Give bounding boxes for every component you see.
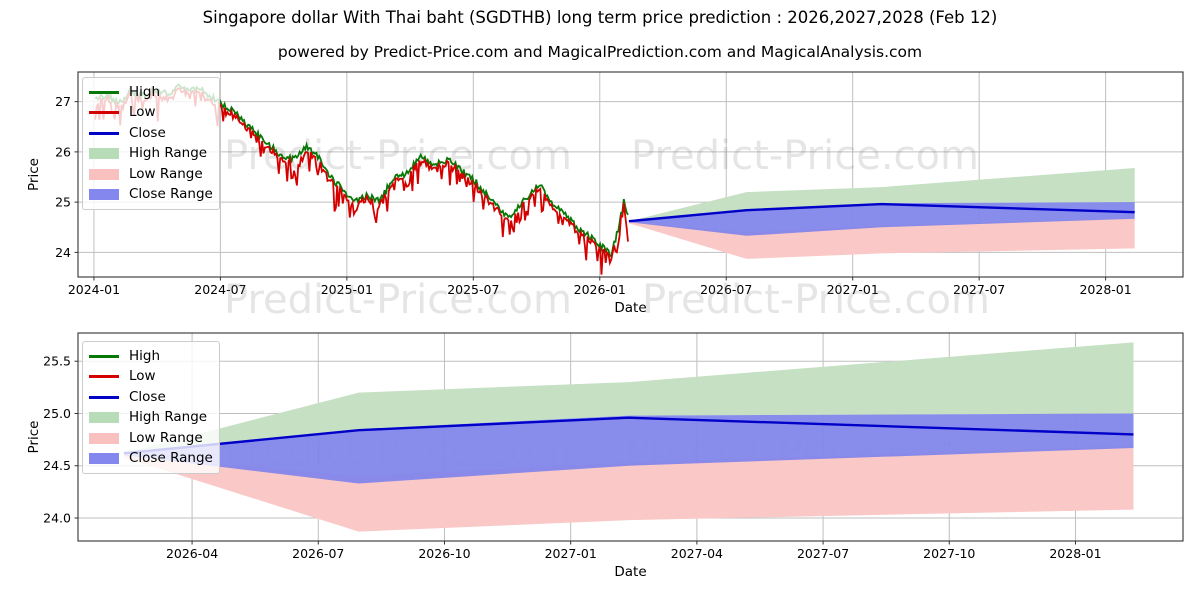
legend-label: High	[129, 83, 161, 100]
x-tick-label: 2025-01	[321, 282, 373, 297]
legend-item-close-range: Close Range	[89, 449, 213, 470]
bottom-chart-legend: High Low Close High Range Low Range Close Ran…	[82, 341, 220, 474]
legend-swatch-line	[89, 354, 119, 358]
legend-label: Close	[129, 124, 166, 141]
legend-swatch-patch	[89, 453, 119, 465]
close-line	[123, 416, 1134, 455]
powered-by-subtitle: powered by Predict-Price.com and Magical…	[277, 43, 923, 61]
legend-item-low-range: Low Range	[89, 164, 213, 185]
low-range-band	[123, 445, 1134, 532]
prediction-detail-chart: Predict-Price.comPredict-Price.comPredic…	[26, 332, 1200, 580]
top-chart-legend: High Low Close High Range Low Range Close Ran…	[82, 77, 220, 210]
x-axis-label: Date	[614, 300, 646, 316]
high-range-band	[123, 342, 1134, 454]
y-tick-label: 26	[55, 144, 71, 159]
legend-item-low: Low	[89, 103, 213, 124]
legend-item-high-range: High Range	[89, 408, 213, 429]
x-tick-label: 2024-01	[68, 282, 120, 297]
legend-label: Low Range	[129, 429, 203, 446]
x-tick-label: 2027-07	[953, 282, 1005, 297]
legend-label: Close	[129, 388, 166, 405]
main-title: Singapore dollar With Thai baht (SGDTHB)…	[202, 8, 998, 27]
x-tick-label: 2027-01	[545, 546, 597, 561]
axes-labels: 2024-01 2024-07 2025-01 2025-07 2026-01 2026-…	[26, 94, 1132, 316]
legend-label: High Range	[129, 409, 208, 425]
legend-label: Low	[129, 368, 156, 384]
x-tick-label: 2028-01	[1049, 546, 1101, 561]
x-axis-label: Date	[614, 564, 646, 580]
legend-item-close: Close	[89, 123, 213, 144]
legend-swatch-patch	[89, 168, 119, 180]
x-tick-label: 2026-07	[700, 282, 752, 297]
x-tick-label: 2026-10	[418, 546, 470, 561]
legend-swatch-patch	[89, 412, 119, 424]
low-range-band	[628, 217, 1135, 259]
legend-label: Close Range	[129, 450, 213, 466]
legend-swatch-patch	[89, 189, 119, 201]
x-tick-label: 2026-07	[292, 546, 344, 561]
y-axis-label: Price	[26, 158, 42, 191]
y-tick-label: 25.5	[43, 354, 71, 369]
legend-swatch-line	[89, 375, 119, 379]
close-range-band	[123, 413, 1134, 484]
x-tick-label: 2025-07	[447, 282, 499, 297]
legend-label: Low Range	[129, 165, 203, 182]
legend-label: Low	[129, 104, 156, 120]
x-tick-label: 2026-04	[166, 546, 218, 561]
legend-swatch-patch	[89, 432, 119, 444]
x-tick-label: 2026-01	[574, 282, 626, 297]
y-tick-label: 25.0	[43, 406, 71, 421]
legend-swatch-line	[89, 131, 119, 135]
plot-border	[77, 332, 1184, 542]
y-axis-label: Price	[26, 421, 42, 454]
legend-item-close: Close	[89, 387, 213, 408]
y-tick-label: 27	[55, 94, 71, 109]
y-tick-label: 24.0	[43, 511, 71, 526]
legend-swatch-line	[89, 111, 119, 115]
legend-item-high: High	[89, 82, 213, 103]
legend-label: Close Range	[129, 186, 213, 202]
legend-swatch-line	[89, 90, 119, 94]
axes-labels: 2026-04 2026-07 2026-10 2027-01 2027-04 2027-…	[26, 354, 1102, 580]
legend-item-close-range: Close Range	[89, 185, 213, 206]
legend-item-high-range: High Range	[89, 144, 213, 165]
x-tick-label: 2027-01	[827, 282, 879, 297]
x-tick-label: 2027-04	[671, 546, 723, 561]
legend-swatch-line	[89, 395, 119, 399]
y-tick-label: 24	[55, 245, 71, 260]
close-line	[628, 202, 1135, 223]
legend-item-low-range: Low Range	[89, 428, 213, 449]
x-tick-label: 2024-07	[194, 282, 246, 297]
watermark: Predict-Price.com	[1191, 428, 1200, 474]
price-history-and-prediction-chart: Predict-Price.com Predict-Price.com2024-0…	[26, 71, 1184, 316]
legend-item-high: High	[89, 346, 213, 367]
legend-swatch-patch	[89, 148, 119, 160]
plot-border	[77, 71, 1184, 278]
x-tick-label: 2027-07	[797, 546, 849, 561]
legend-label: High Range	[129, 145, 208, 161]
y-tick-label: 25	[55, 195, 71, 210]
watermark: Predict-Price.com	[642, 277, 990, 323]
legend-label: High	[129, 347, 161, 364]
watermark: Predict-Price.com	[224, 277, 572, 323]
watermark: Predict-Price.com	[631, 133, 979, 179]
x-tick-label: 2028-01	[1079, 282, 1131, 297]
y-tick-label: 24.5	[43, 458, 71, 473]
legend-item-low: Low	[89, 367, 213, 388]
high-range-band	[628, 168, 1135, 222]
x-tick-label: 2027-10	[923, 546, 975, 561]
